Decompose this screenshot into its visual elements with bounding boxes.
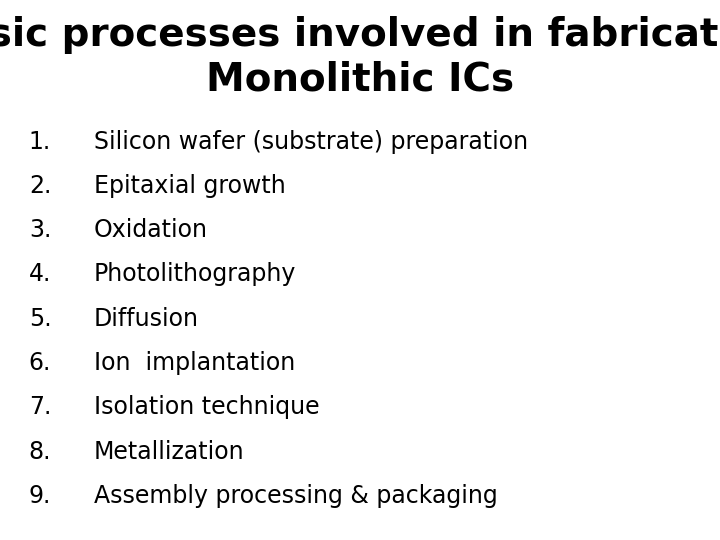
- Text: Basic processes involved in fabricating
Monolithic ICs: Basic processes involved in fabricating …: [0, 16, 720, 98]
- Text: Epitaxial growth: Epitaxial growth: [94, 174, 285, 198]
- Text: 5.: 5.: [29, 307, 51, 330]
- Text: 3.: 3.: [29, 218, 51, 242]
- Text: Photolithography: Photolithography: [94, 262, 296, 286]
- Text: Diffusion: Diffusion: [94, 307, 199, 330]
- Text: Ion  implantation: Ion implantation: [94, 351, 295, 375]
- Text: 8.: 8.: [29, 440, 51, 463]
- Text: Metallization: Metallization: [94, 440, 244, 463]
- Text: Oxidation: Oxidation: [94, 218, 207, 242]
- Text: 1.: 1.: [29, 130, 51, 153]
- Text: Silicon wafer (substrate) preparation: Silicon wafer (substrate) preparation: [94, 130, 528, 153]
- Text: 7.: 7.: [29, 395, 51, 419]
- Text: 9.: 9.: [29, 484, 51, 508]
- Text: 6.: 6.: [29, 351, 51, 375]
- Text: Assembly processing & packaging: Assembly processing & packaging: [94, 484, 498, 508]
- Text: Isolation technique: Isolation technique: [94, 395, 319, 419]
- Text: 4.: 4.: [29, 262, 51, 286]
- Text: 2.: 2.: [29, 174, 51, 198]
